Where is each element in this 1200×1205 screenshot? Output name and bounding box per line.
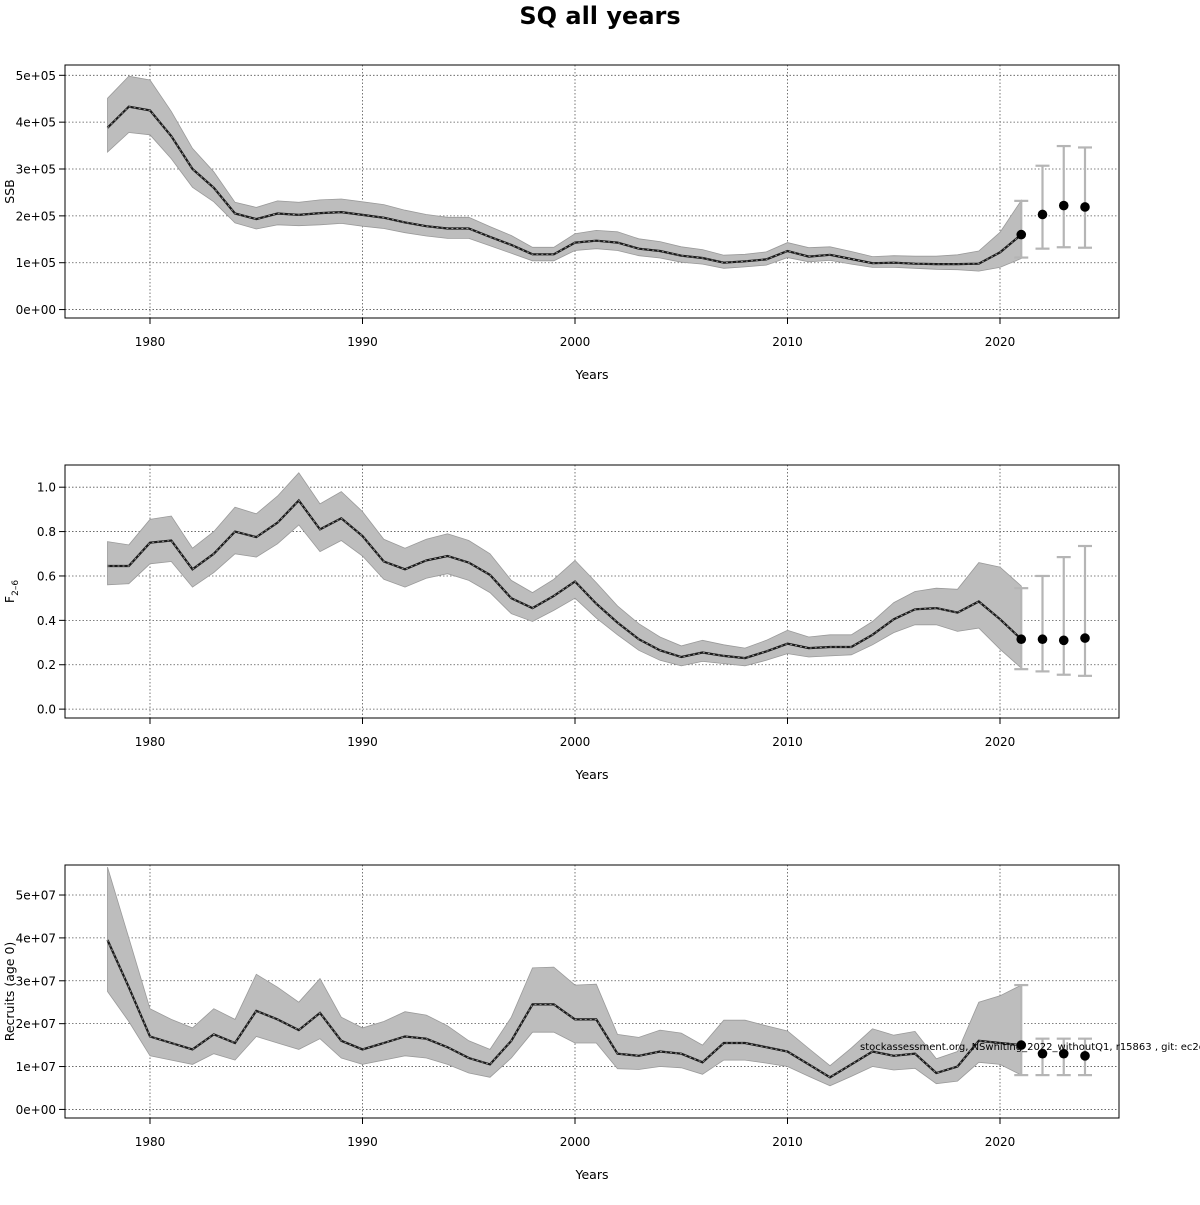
y-axis-label-subscript: 2–6 <box>11 580 21 596</box>
y-axis-label-main: SSB <box>2 179 17 203</box>
confidence-band <box>107 472 1022 669</box>
y-tick-label: 4e+07 <box>16 931 56 945</box>
y-tick-label: 1e+07 <box>16 1060 56 1074</box>
x-tick-label: 1990 <box>347 735 378 749</box>
y-tick-label: 2e+07 <box>16 1017 56 1031</box>
projection-point <box>1080 633 1090 643</box>
plot-frame <box>64 464 1120 719</box>
projection-point <box>1080 202 1090 212</box>
projection-point <box>1037 209 1048 220</box>
x-tick-label: 1980 <box>135 335 166 349</box>
projection-point <box>1016 634 1027 645</box>
projection-point <box>1016 229 1027 240</box>
y-axis-label: F2–6 <box>2 580 21 603</box>
confidence-band <box>107 75 1022 272</box>
projection-point <box>1058 635 1069 646</box>
y-axis-label: SSB <box>2 179 17 203</box>
watermark-text: stockassessment.org, NSwhiting_2022_with… <box>860 1042 1200 1053</box>
projection-point <box>1058 1048 1069 1059</box>
y-tick-label: 0.0 <box>37 703 56 717</box>
y-axis-label-main: Recruits (age 0) <box>2 942 17 1042</box>
x-tick-label: 2000 <box>560 735 591 749</box>
x-tick-label: 2020 <box>985 335 1016 349</box>
x-tick-label: 1980 <box>135 735 166 749</box>
projection-point <box>1016 1040 1027 1050</box>
chart-panel-3: 1980 1990 2000 2010 2020 0e+00 1e+07 2e+07 3e+07… <box>2 864 1120 1182</box>
y-tick-label: 2e+05 <box>16 209 56 223</box>
estimate-line-dots <box>107 499 1022 659</box>
chart-panel-1: 1980 1990 2000 2010 2020 0e+00 1e+05 2e+05 3e+05… <box>2 64 1120 382</box>
y-tick-label: 0.6 <box>37 569 56 583</box>
x-tick-label: 1980 <box>135 1135 166 1149</box>
x-tick-label: 2020 <box>985 1135 1016 1149</box>
x-tick-label: 2010 <box>772 735 803 749</box>
x-tick-label: 2010 <box>772 335 803 349</box>
projection-point <box>1058 200 1069 211</box>
projection-point <box>1037 1048 1048 1059</box>
y-tick-label: 0e+00 <box>16 1103 56 1117</box>
plot-frame <box>64 864 1120 1119</box>
x-tick-label: 2000 <box>560 1135 591 1149</box>
x-axis-label: Years <box>575 1167 609 1182</box>
plot-frame <box>64 64 1120 319</box>
y-tick-label: 0.4 <box>37 614 56 628</box>
x-tick-label: 1990 <box>347 335 378 349</box>
y-tick-label: 4e+05 <box>16 116 56 130</box>
x-axis-label: Years <box>575 367 609 382</box>
x-tick-label: 2010 <box>772 1135 803 1149</box>
page-title: SQ all years <box>519 2 681 30</box>
estimate-line-dots <box>107 106 1022 265</box>
y-tick-label: 3e+07 <box>16 974 56 988</box>
y-axis-label: Recruits (age 0) <box>2 942 17 1042</box>
y-tick-label: 1e+05 <box>16 256 56 270</box>
y-tick-label: 0.8 <box>37 525 56 539</box>
x-tick-label: 2000 <box>560 335 591 349</box>
x-axis-label: Years <box>575 767 609 782</box>
chart-panel-2: 1980 1990 2000 2010 2020 0.0 0.2 0.4 0.6 0.8 1.0 Ye… <box>2 464 1120 782</box>
x-tick-label: 1990 <box>347 1135 378 1149</box>
y-tick-label: 5e+05 <box>16 69 56 83</box>
y-tick-label: 0e+00 <box>16 303 56 317</box>
x-tick-label: 2020 <box>985 735 1016 749</box>
projection-point <box>1037 634 1048 645</box>
y-tick-label: 0.2 <box>37 658 56 672</box>
y-tick-label: 1.0 <box>37 481 56 495</box>
y-axis-label-main: F <box>2 596 17 603</box>
y-tick-label: 3e+05 <box>16 163 56 177</box>
projection-point <box>1080 1051 1090 1061</box>
y-tick-label: 5e+07 <box>16 889 56 903</box>
estimate-line-dots <box>107 939 1022 1078</box>
